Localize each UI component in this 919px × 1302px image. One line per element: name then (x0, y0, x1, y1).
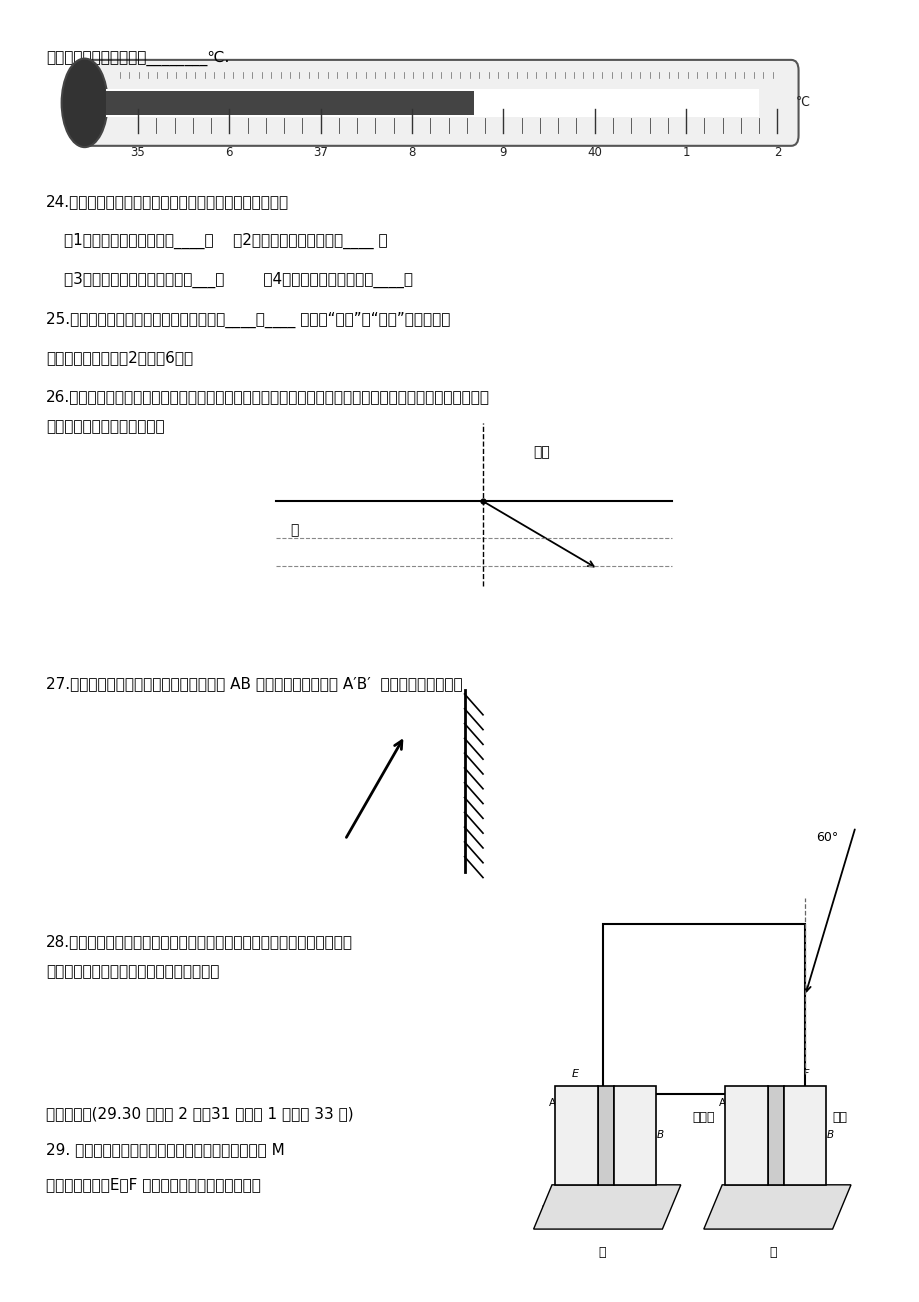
Text: N: N (764, 1191, 771, 1202)
Text: 甲: 甲 (598, 1246, 606, 1259)
Text: 28.如图，一束光射向左右表面平行的玻璃砖，画出光从玻璃砖左表面射出: 28.如图，一束光射向左右表面平行的玻璃砖，画出光从玻璃砖左表面射出 (46, 934, 353, 949)
Text: 的光线，并标出该光线与法线的夹角大小。: 的光线，并标出该光线与法线的夹角大小。 (46, 963, 219, 979)
Text: 29. 在探究光的反射定律实验中，如图所示，平面镜 M: 29. 在探究光的反射定律实验中，如图所示，平面镜 M (46, 1142, 285, 1157)
Text: 1: 1 (682, 146, 689, 159)
Polygon shape (613, 1086, 655, 1185)
Text: 30°: 30° (775, 957, 797, 970)
Bar (106, 91, 473, 115)
Text: A: A (718, 1098, 725, 1108)
Text: 37: 37 (312, 146, 328, 159)
Text: ℃: ℃ (795, 96, 809, 109)
Text: 9: 9 (499, 146, 506, 159)
Text: F: F (632, 1069, 638, 1079)
Bar (602, 924, 804, 1094)
Polygon shape (724, 1086, 767, 1185)
Polygon shape (783, 1086, 825, 1185)
Text: （3）放在衣柜里的卫生球消失___；        （4）冰箱冷冻室内壁的霜____。: （3）放在衣柜里的卫生球消失___； （4）冰箱冷冻室内壁的霜____。 (64, 272, 413, 288)
Text: B: B (826, 1130, 834, 1141)
Text: 四、实验题(29.30 题每空 2 分，31 题每空 1 分，共 33 分): 四、实验题(29.30 题每空 2 分，31 题每空 1 分，共 33 分) (46, 1105, 353, 1121)
Text: O: O (621, 1204, 629, 1215)
Text: 空气: 空气 (562, 1111, 577, 1124)
Text: 水: 水 (289, 523, 298, 536)
Text: 40: 40 (586, 146, 602, 159)
Text: 60°: 60° (815, 831, 837, 844)
Text: 24.将下列现象所对应的物态变化名称填在相应的横线上。: 24.将下列现象所对应的物态变化名称填在相应的横线上。 (46, 194, 289, 210)
Text: 26.一条光线照射到水面发生反射和折射，这条光线经水面折射后的光线如图所示。请在下图中画出它的入射: 26.一条光线照射到水面发生反射和折射，这条光线经水面折射后的光线如图所示。请在… (46, 389, 490, 405)
Bar (106, 89, 758, 117)
Text: 空气: 空气 (832, 1111, 846, 1124)
Text: 6: 6 (225, 146, 233, 159)
Text: O: O (791, 1204, 799, 1215)
Text: M: M (710, 1204, 720, 1215)
Text: （1）洒在地板上的水变于____；    （2）初春的早晨大雾弥漫____ ；: （1）洒在地板上的水变于____； （2）初春的早晨大雾弥漫____ ； (64, 233, 388, 249)
Text: A: A (548, 1098, 555, 1108)
Text: E: E (741, 1069, 748, 1079)
Text: 空气: 空气 (533, 445, 550, 458)
Polygon shape (767, 1086, 783, 1185)
Text: 三、作图题（每小题2分，共6分）: 三、作图题（每小题2分，共6分） (46, 350, 193, 366)
Text: 8: 8 (408, 146, 415, 159)
Polygon shape (597, 1086, 613, 1185)
Text: 如图所示体温计的示数是________℃.: 如图所示体温计的示数是________℃. (46, 51, 229, 66)
Text: M: M (540, 1204, 550, 1215)
Text: N: N (594, 1191, 601, 1202)
Text: 乙: 乙 (768, 1246, 776, 1259)
Text: 27.根据平面镜成像特点在下图中作出物体 AB 在平面镜中所成的像 A′B′  （请保留作图痕迹）: 27.根据平面镜成像特点在下图中作出物体 AB 在平面镜中所成的像 A′B′ （… (46, 676, 462, 691)
Text: 2: 2 (773, 146, 780, 159)
Text: 35: 35 (130, 146, 145, 159)
Text: E: E (571, 1069, 578, 1079)
Polygon shape (533, 1185, 680, 1229)
Polygon shape (554, 1086, 597, 1185)
Text: 光线和反射光线的大致方向。: 光线和反射光线的大致方向。 (46, 419, 165, 435)
Text: B: B (656, 1130, 664, 1141)
Text: 25.白炽灯用久了会变黑，是由于灯丝钨先____后____ （选填“升化”或“凝华”）的结果。: 25.白炽灯用久了会变黑，是由于灯丝钨先____后____ （选填“升化”或“凝… (46, 312, 450, 328)
Text: F: F (802, 1069, 808, 1079)
Text: 平放在平板上，E、F 是两个粘起来的硬纸板，可绕: 平放在平板上，E、F 是两个粘起来的硬纸板，可绕 (46, 1177, 261, 1193)
Text: 玻璃砖: 玻璃砖 (692, 1111, 714, 1124)
FancyBboxPatch shape (75, 60, 798, 146)
Polygon shape (703, 1185, 850, 1229)
Ellipse shape (62, 59, 108, 147)
